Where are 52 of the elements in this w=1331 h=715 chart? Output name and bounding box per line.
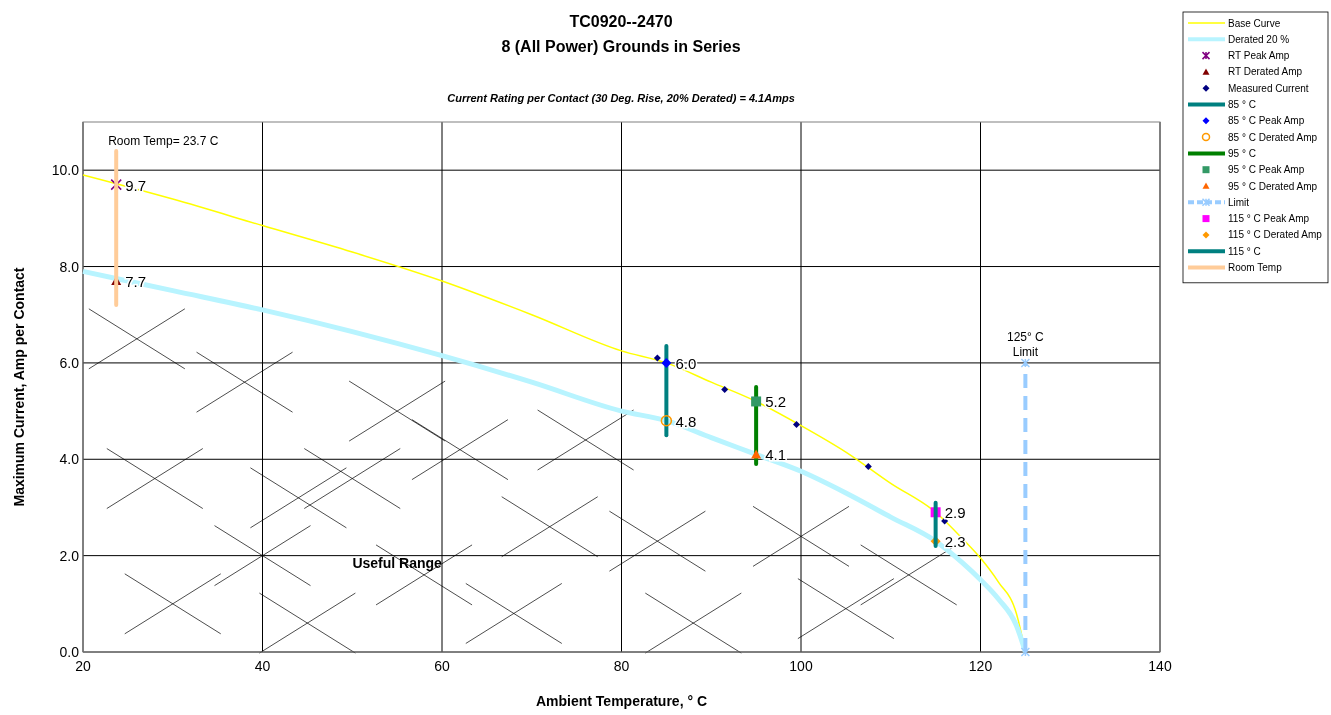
y-tick-label: 10.0 [51, 162, 80, 179]
chart-subtitle: 8 (All Power) Grounds in Series [501, 38, 741, 55]
y-axis-title: Maximum Current, Amp per Contact [11, 267, 27, 507]
point [661, 357, 672, 368]
x-axis-title: Ambient Temperature, ° C [535, 693, 708, 709]
x-tick-label: 20 [75, 658, 91, 674]
x-tick-label: 40 [254, 658, 271, 674]
legend-label: Room Temp [1228, 262, 1283, 273]
legend-label: 85 ° C Peak Amp [1228, 115, 1305, 127]
legend-label: 95 ° C Derated Amp [1228, 180, 1318, 192]
chart-title: TC0920--2470 [569, 13, 673, 30]
point [1020, 647, 1031, 657]
point [864, 463, 872, 470]
point [793, 421, 801, 429]
y-tick-label: 2.0 [59, 547, 80, 564]
legend-label: Measured Current [1228, 82, 1309, 94]
point [653, 354, 661, 362]
y-tick-label: 6.0 [59, 354, 80, 371]
legend-label: 115 ° C Derated Amp [1228, 229, 1323, 241]
data-label: 5.2 [765, 393, 786, 411]
legend-label: 85 ° C [1228, 99, 1256, 110]
data-label: 7.7 [125, 273, 147, 290]
data-label: 4.1 [765, 446, 786, 464]
x-tick-label: 80 [613, 658, 630, 674]
legend-label: 95 ° C [1228, 147, 1256, 159]
legend-label: 85 ° C Derated Amp [1228, 131, 1318, 143]
legend-label: Limit [1228, 196, 1250, 208]
legend-label: Base Curve [1228, 17, 1281, 29]
legend-label: RT Peak Amp [1228, 50, 1290, 62]
point [721, 385, 729, 393]
legend-label: Derated 20 % [1228, 33, 1290, 45]
y-tick-label: 4.0 [59, 451, 80, 468]
legend-label: 115 ° C Peak Amp [1228, 213, 1310, 225]
data-label: 2.9 [944, 504, 966, 522]
x-tick-label: 100 [789, 658, 813, 674]
point [751, 396, 762, 407]
x-tick-label: 140 [1148, 658, 1172, 674]
y-tick-label: 8.0 [59, 258, 80, 275]
point [110, 178, 122, 191]
annotation: Room Temp= 23.7 C [108, 133, 219, 148]
x-tick-label: 60 [434, 658, 450, 674]
data-label: 4.8 [675, 412, 697, 430]
annotation: 125° C Limit [1006, 329, 1045, 359]
legend-label: RT Derated Amp [1228, 66, 1303, 78]
legend-label: 95 ° C Peak Amp [1228, 164, 1305, 176]
y-tick-label: 0.0 [59, 644, 80, 660]
point [660, 414, 673, 427]
x-tick-label: 120 [968, 658, 993, 674]
text: Current Rating per Contact (30 Deg. Rise, 20% Derated) = 4.1Amps [447, 92, 795, 104]
data-label: 2.3 [944, 533, 966, 551]
legend-label: 115 ° C [1228, 245, 1261, 257]
point [1020, 358, 1031, 368]
